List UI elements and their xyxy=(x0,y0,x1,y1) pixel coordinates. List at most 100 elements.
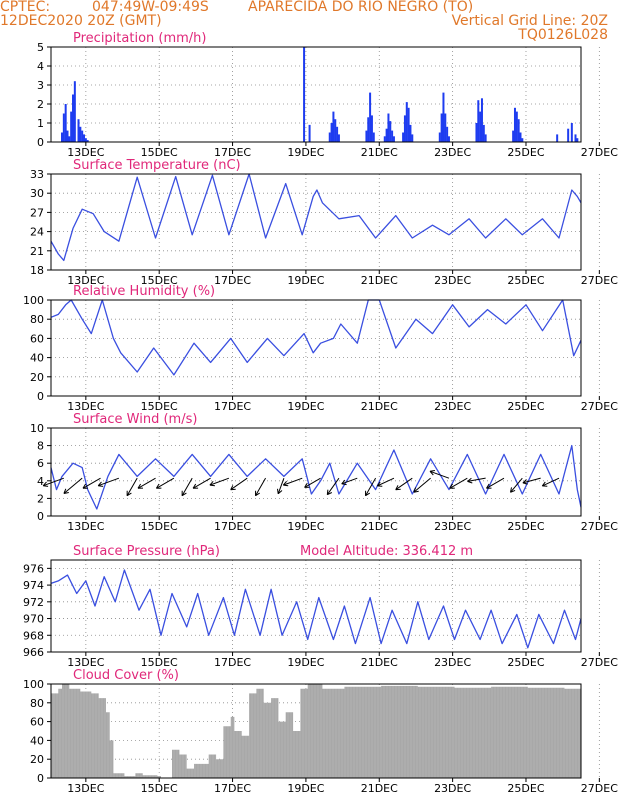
precip-bar xyxy=(61,132,64,142)
wind-arrow-head xyxy=(341,479,347,486)
y-tick-label: 27 xyxy=(30,206,44,219)
x-tick-label: 27DEC xyxy=(581,146,618,159)
y-tick-label: 1 xyxy=(37,117,44,130)
wind-arrow xyxy=(230,477,248,491)
wind-arrow xyxy=(395,477,413,491)
wind-arrow-head xyxy=(510,487,516,493)
x-tick-label: 15DEC xyxy=(141,146,178,159)
precip-bar xyxy=(512,130,515,142)
wind-arrow-head xyxy=(63,488,69,494)
y-tick-label: 2 xyxy=(37,492,44,505)
y-tick-label: 60 xyxy=(30,332,44,345)
wind-arrow xyxy=(522,477,541,484)
wind-arrow xyxy=(255,477,267,496)
wind-arrow xyxy=(413,477,431,493)
y-tick-label: 972 xyxy=(23,596,44,609)
precip-bar xyxy=(484,134,487,142)
panel-annotation: Model Altitude: 336.412 m xyxy=(300,544,473,559)
panel-title: Surface Wind (m/s) xyxy=(73,412,197,427)
precip-bar xyxy=(66,130,69,142)
precip-bar xyxy=(303,47,306,142)
precip-bar xyxy=(446,126,449,142)
wind-arrow-head xyxy=(449,483,455,489)
panel-title: Precipitation (mm/h) xyxy=(73,31,206,46)
precip-bar xyxy=(513,107,516,142)
precip-bar xyxy=(365,130,368,142)
wind-arrow xyxy=(209,477,230,486)
x-tick-label: 25DEC xyxy=(507,146,544,159)
wind-arrow-head xyxy=(282,480,289,487)
precip-bar xyxy=(367,117,370,142)
x-tick-label: 25DEC xyxy=(507,782,544,795)
precip-bar xyxy=(334,119,337,142)
x-tick-label: 17DEC xyxy=(214,274,251,287)
precip-bar xyxy=(83,134,86,142)
wind-arrow-head xyxy=(277,488,283,495)
wind-arrow-head xyxy=(467,477,473,484)
precip-bar xyxy=(79,126,82,142)
x-tick-label: 19DEC xyxy=(287,400,324,413)
wind-arrow xyxy=(449,477,468,489)
precip-bar xyxy=(387,113,390,142)
precip-bar xyxy=(405,102,408,142)
x-tick-label: 23DEC xyxy=(434,656,471,669)
precip-bar xyxy=(447,136,450,142)
panel-title: Surface Pressure (hPa) xyxy=(73,544,220,559)
y-tick-label: 2 xyxy=(37,98,44,111)
wind-arrow-head xyxy=(413,487,419,493)
y-tick-label: 974 xyxy=(23,579,44,592)
wind-arrow xyxy=(192,477,211,489)
wind-arrow-head xyxy=(137,483,144,489)
header-source: CPTEC: xyxy=(0,0,51,15)
wind-arrow xyxy=(137,477,156,489)
y-tick-label: 18 xyxy=(30,264,44,277)
y-tick-label: 0 xyxy=(37,772,44,785)
precip-bar xyxy=(383,136,386,142)
x-tick-label: 13DEC xyxy=(67,274,104,287)
precip-bar xyxy=(519,132,522,142)
precip-bar xyxy=(570,123,573,142)
wind-arrow-head xyxy=(541,481,548,487)
panel-title: Relative Humidity (%) xyxy=(73,284,215,299)
wind-arrow-head xyxy=(181,490,187,497)
x-tick-label: 19DEC xyxy=(287,656,324,669)
precip-bar xyxy=(86,140,89,142)
precip-bar xyxy=(444,113,447,142)
y-tick-label: 40 xyxy=(30,352,44,365)
x-tick-label: 23DEC xyxy=(434,400,471,413)
panel-wind: Surface Wind (m/s) 0 2 4 6 8 10 13DEC 15DEC 17DEC… xyxy=(30,412,618,533)
precip-bar xyxy=(576,138,579,142)
y-tick-label: 33 xyxy=(30,168,44,181)
y-tick-label: 3 xyxy=(37,79,44,92)
wind-arrow-head xyxy=(209,480,215,487)
x-tick-label: 25DEC xyxy=(507,520,544,533)
wind-arrow xyxy=(365,477,377,496)
panel-frame xyxy=(50,173,582,271)
wind-arrow-head xyxy=(304,482,310,488)
panel-precipitation: Precipitation (mm/h) 0 1 2 3 4 5 13DEC 15DEC 17DE… xyxy=(37,31,618,159)
panel-title: Cloud Cover (%) xyxy=(73,668,179,683)
precip-bar xyxy=(84,138,87,142)
x-tick-label: 17DEC xyxy=(214,782,251,795)
y-tick-label: 0 xyxy=(37,390,44,403)
x-tick-label: 15DEC xyxy=(141,656,178,669)
precip-bar xyxy=(81,130,84,142)
panel-frame xyxy=(50,299,582,397)
wind-arrow-head xyxy=(395,485,401,491)
x-tick-label: 23DEC xyxy=(434,274,471,287)
y-tick-label: 80 xyxy=(30,313,44,326)
precip-bar xyxy=(482,124,485,142)
wind-arrow-head xyxy=(42,481,49,487)
panel-humidity: Relative Humidity (%) 0 20 40 60 80 100 13DEC 15… xyxy=(23,284,618,413)
x-tick-label: 19DEC xyxy=(287,520,324,533)
wind-arrow-head xyxy=(97,481,104,487)
y-tick-label: 100 xyxy=(23,678,44,691)
y-tick-label: 0 xyxy=(37,510,44,523)
x-tick-label: 23DEC xyxy=(434,782,471,795)
wind-arrow xyxy=(510,477,523,493)
precip-bar xyxy=(369,92,372,142)
precip-bar xyxy=(391,130,394,142)
precip-bar xyxy=(328,132,331,142)
x-tick-label: 27DEC xyxy=(581,274,618,287)
wind-arrow xyxy=(181,477,193,496)
